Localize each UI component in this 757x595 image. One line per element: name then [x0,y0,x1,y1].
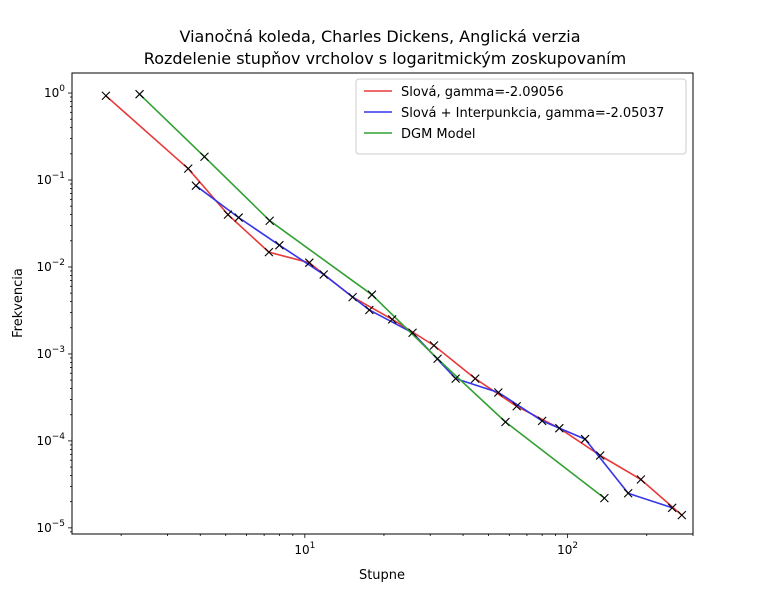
data-point-series-1 [101,91,111,101]
marker-stroke [433,354,442,364]
data-point-series-2 [580,434,590,444]
marker-stroke [234,213,244,222]
marker-stroke [101,91,111,101]
data-point-series-2 [274,240,284,250]
marker-stroke [408,328,417,338]
data-point-series-1 [348,292,358,302]
marker-stroke [554,423,564,433]
legend-entry-3: DGM Model [401,127,475,142]
data-point-series-1 [264,247,274,257]
data-point-series-1 [470,374,480,384]
data-point-series-3 [200,152,209,162]
data-point-series-3 [501,417,510,427]
plot-area: 101 102 100 10−1 10−2 10−3 10−4 10−5 [36,84,694,557]
marker-stroke [623,488,633,498]
data-point-series-1 [183,164,193,174]
data-point-series-1 [223,210,233,220]
data-point-series-1 [554,423,564,433]
marker-stroke [636,475,646,484]
legend-box [355,78,687,155]
data-point-series-3 [135,89,144,99]
data-point-series-1 [387,314,397,324]
legend-entry-2: Slová + Interpunkcia, gamma=-2.05037 [401,106,664,121]
data-point-series-1 [304,258,314,268]
marker-stroke [501,417,510,427]
data-point-series-1 [595,451,605,460]
y-tick-label: 10−1 [36,171,65,187]
marker-stroke [367,290,377,300]
y-axis-label: Frekvencia [11,268,26,338]
marker-stroke [264,247,274,257]
marker-stroke [223,210,233,220]
x-tick-label: 101 [294,541,315,557]
data-point-series-2 [364,305,374,315]
chart-title-line-1: Vianočná koleda, Charles Dickens, Anglic… [179,27,580,46]
marker-stroke [319,270,329,279]
y-tick-label: 10−5 [36,519,65,535]
data-point-series-2 [234,213,244,222]
data-point-series-2 [451,374,461,384]
data-point-series-2 [667,503,677,513]
data-point-series-1 [677,510,687,520]
data-point-series-2 [493,388,503,397]
y-tick-label: 10−2 [36,258,65,274]
marker-stroke [135,89,144,99]
data-point-series-2 [537,416,547,426]
legend-entry-1: Slová, gamma=-2.09056 [401,85,564,100]
data-point-series-2 [319,270,329,279]
data-point-series-1 [512,401,522,411]
y-tick-label: 10−3 [36,345,65,361]
marker-stroke [451,374,461,384]
marker-stroke [470,374,480,384]
marker-stroke [364,305,374,315]
marker-stroke [677,510,687,520]
marker-stroke [348,292,358,302]
marker-stroke [537,416,547,426]
x-tick-label: 102 [557,541,578,557]
data-point-series-3 [599,493,609,503]
marker-stroke [512,401,522,411]
marker-stroke [580,434,590,444]
marker-stroke [183,164,193,174]
data-point-series-2 [408,328,417,338]
marker-stroke [595,451,605,460]
data-point-series-2 [623,488,633,498]
marker-stroke [265,216,275,226]
plot-frame [71,72,694,535]
marker-stroke [429,341,439,350]
data-point-series-3 [433,354,442,364]
data-point-series-2 [191,181,201,191]
marker-stroke [387,314,397,324]
marker-stroke [304,258,314,268]
data-point-series-1 [636,475,646,484]
data-point-series-3 [265,216,275,226]
marker-stroke [274,240,284,250]
chart-title-line-2: Rozdelenie stupňov vrcholov s logaritmic… [144,49,626,68]
marker-stroke [667,503,677,513]
x-axis-label: Stupne [359,568,405,583]
marker-stroke [493,388,503,397]
y-tick-label: 100 [44,84,65,100]
y-tick-label: 10−4 [36,432,65,448]
marker-stroke [200,152,209,162]
data-point-series-1 [429,341,439,350]
data-point-series-3 [367,290,377,300]
legend: Slová, gamma=-2.09056 Slová + Interpunkci… [355,78,687,155]
marker-stroke [599,493,609,503]
marker-stroke [191,181,201,191]
